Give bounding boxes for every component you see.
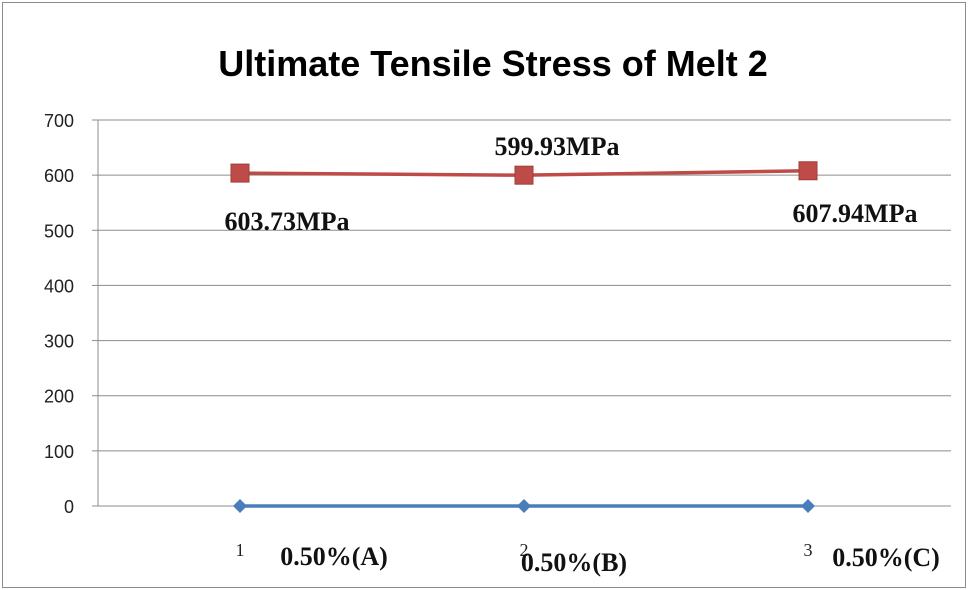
x-category-label: 0.50%(C)	[832, 543, 940, 572]
y-tick-label: 0	[64, 497, 74, 517]
data-label: 607.94MPa	[793, 199, 918, 228]
data-point	[798, 161, 818, 181]
x-category-label: 0.50%(B)	[521, 548, 627, 577]
y-tick-label: 400	[44, 276, 74, 296]
data-point	[801, 499, 815, 513]
x-category-label: 0.50%(A)	[280, 542, 388, 571]
y-tick-label: 700	[44, 111, 74, 131]
x-axis: 1 2 3 0.50%(A) 0.50%(B) 0.50%(C)	[236, 540, 940, 577]
series-layer	[230, 161, 818, 513]
y-tick-label: 600	[44, 166, 74, 186]
x-tick-label: 1	[236, 540, 245, 560]
data-labels: 603.73MPa 599.93MPa 607.94MPa	[225, 132, 918, 236]
data-point	[233, 499, 247, 513]
x-tick-label: 2	[520, 540, 529, 560]
y-tick-label: 500	[44, 221, 74, 241]
y-tick-label: 200	[44, 387, 74, 407]
chart-title: Ultimate Tensile Stress of Melt 2	[218, 43, 768, 84]
data-point	[230, 163, 250, 183]
data-label: 599.93MPa	[495, 132, 620, 161]
y-axis-ticks: 0 100 200 300 400 500 600 700	[44, 111, 74, 517]
y-tick-label: 300	[44, 332, 74, 352]
data-label: 603.73MPa	[225, 207, 350, 236]
y-tick-label: 100	[44, 442, 74, 462]
data-point	[514, 165, 534, 185]
x-tick-label: 3	[804, 540, 813, 560]
data-point	[517, 499, 531, 513]
